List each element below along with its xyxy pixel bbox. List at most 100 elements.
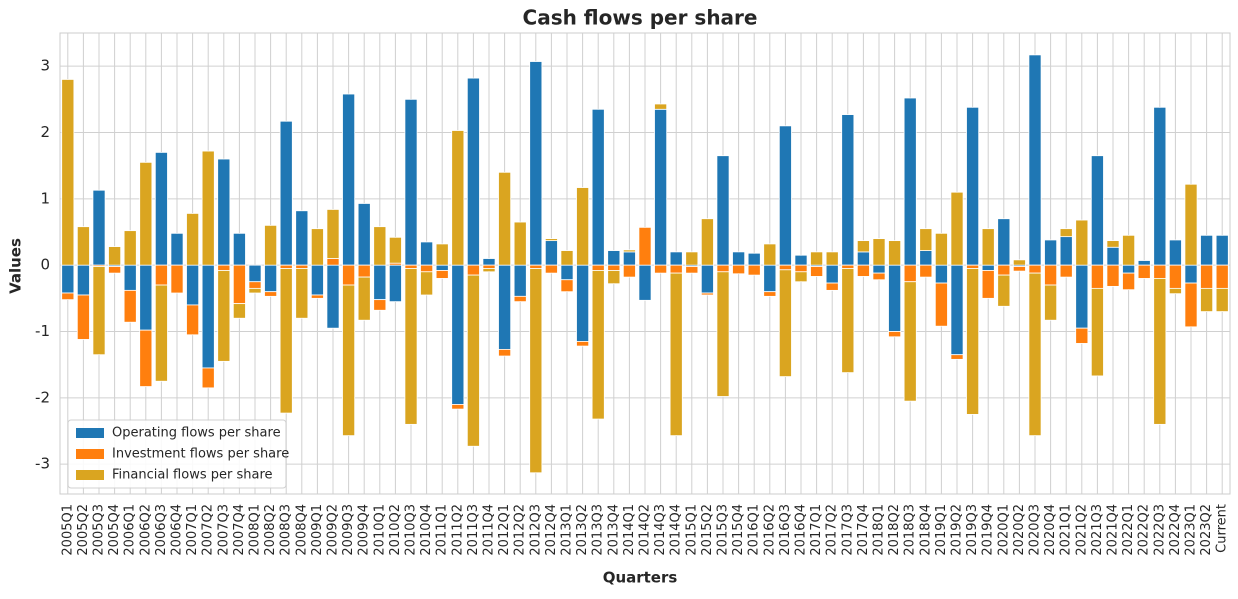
bar bbox=[92, 189, 106, 266]
x-tick-label: 2011Q1 bbox=[435, 504, 450, 556]
bar bbox=[123, 230, 137, 266]
bar bbox=[934, 282, 948, 327]
bar bbox=[825, 282, 839, 291]
x-tick-label: 2021Q2 bbox=[1074, 504, 1089, 556]
bar bbox=[591, 270, 605, 420]
bar bbox=[498, 171, 512, 266]
bar bbox=[513, 295, 527, 303]
bar bbox=[420, 264, 434, 273]
bar bbox=[919, 264, 933, 278]
x-tick-label: 2012Q4 bbox=[544, 504, 559, 556]
x-tick-label: 2018Q2 bbox=[887, 504, 902, 556]
bar bbox=[1168, 264, 1182, 289]
bar bbox=[544, 238, 558, 242]
bar bbox=[1137, 264, 1151, 279]
bar bbox=[404, 268, 418, 425]
legend-swatch bbox=[76, 449, 104, 459]
bar bbox=[373, 226, 387, 266]
bar bbox=[154, 264, 168, 286]
bar bbox=[232, 264, 246, 305]
bar bbox=[466, 274, 480, 447]
bar bbox=[1028, 54, 1042, 266]
bar bbox=[1106, 246, 1120, 266]
bar bbox=[747, 252, 761, 266]
bar bbox=[576, 264, 590, 342]
bar bbox=[716, 264, 730, 273]
x-tick-label: 2007Q2 bbox=[201, 504, 216, 556]
x-tick-label: 2023Q1 bbox=[1184, 504, 1199, 556]
bar bbox=[966, 106, 980, 266]
legend-label: Investment flows per share bbox=[112, 447, 289, 462]
bar bbox=[966, 264, 980, 269]
bar bbox=[264, 264, 278, 293]
bar bbox=[201, 367, 215, 389]
bar bbox=[560, 264, 574, 281]
bar bbox=[1200, 264, 1214, 289]
x-tick-label: 2019Q4 bbox=[981, 504, 996, 556]
x-tick-label: 2007Q1 bbox=[185, 504, 200, 556]
bar bbox=[170, 264, 184, 294]
bar bbox=[154, 284, 168, 382]
bar bbox=[342, 284, 356, 437]
bar bbox=[420, 241, 434, 266]
x-axis-label: Quarters bbox=[603, 569, 678, 587]
x-tick-label: 2023Q2 bbox=[1199, 504, 1214, 556]
x-tick-label: 2020Q4 bbox=[1043, 504, 1058, 556]
bar bbox=[264, 224, 278, 266]
bar bbox=[1184, 264, 1198, 284]
bar bbox=[607, 250, 621, 266]
x-tick-label: 2009Q1 bbox=[310, 504, 325, 556]
bar bbox=[1200, 234, 1214, 266]
bar bbox=[576, 187, 590, 266]
y-tick-label: -1 bbox=[35, 322, 50, 340]
bar bbox=[841, 114, 855, 266]
bar bbox=[654, 103, 668, 110]
bar bbox=[108, 266, 122, 274]
x-tick-label: 2017Q2 bbox=[825, 504, 840, 556]
bar bbox=[981, 228, 995, 266]
x-tick-label: 2012Q3 bbox=[528, 504, 543, 556]
bar bbox=[154, 151, 168, 266]
bar bbox=[825, 264, 839, 284]
bar bbox=[1106, 240, 1120, 248]
bar bbox=[217, 264, 231, 271]
bar bbox=[888, 240, 902, 266]
bar bbox=[934, 264, 948, 284]
bar bbox=[638, 226, 652, 266]
bar bbox=[1028, 272, 1042, 437]
x-tick-label: 2013Q1 bbox=[560, 504, 575, 556]
legend: Operating flows per share Investment flow… bbox=[67, 419, 289, 489]
x-tick-label: 2007Q3 bbox=[216, 504, 231, 556]
x-tick-label: 2010Q1 bbox=[372, 504, 387, 556]
bar bbox=[295, 268, 309, 319]
bar bbox=[357, 203, 371, 266]
bar bbox=[1075, 219, 1089, 266]
bar bbox=[950, 354, 964, 360]
bar bbox=[123, 289, 137, 323]
x-tick-label: 2022Q1 bbox=[1121, 504, 1136, 556]
bar bbox=[1215, 234, 1229, 266]
bar bbox=[1122, 234, 1136, 266]
bar bbox=[950, 191, 964, 266]
bar bbox=[1184, 183, 1198, 266]
bar bbox=[186, 304, 200, 336]
bar bbox=[997, 218, 1011, 266]
bar bbox=[1090, 287, 1104, 377]
bar bbox=[794, 271, 808, 283]
bar bbox=[622, 264, 636, 278]
x-tick-label: 2020Q2 bbox=[1012, 504, 1027, 556]
bar bbox=[435, 270, 449, 279]
x-tick-label: 2009Q3 bbox=[341, 504, 356, 556]
bar bbox=[1106, 264, 1120, 287]
x-tick-label: 2019Q3 bbox=[965, 504, 980, 556]
bar bbox=[388, 264, 402, 303]
bar bbox=[295, 210, 309, 266]
bar bbox=[1184, 282, 1198, 328]
bar bbox=[903, 97, 917, 266]
bar bbox=[591, 108, 605, 266]
bar bbox=[201, 150, 215, 266]
bar bbox=[451, 404, 465, 410]
bar bbox=[248, 264, 262, 283]
bar bbox=[123, 264, 137, 291]
x-tick-label: 2014Q1 bbox=[622, 504, 637, 556]
